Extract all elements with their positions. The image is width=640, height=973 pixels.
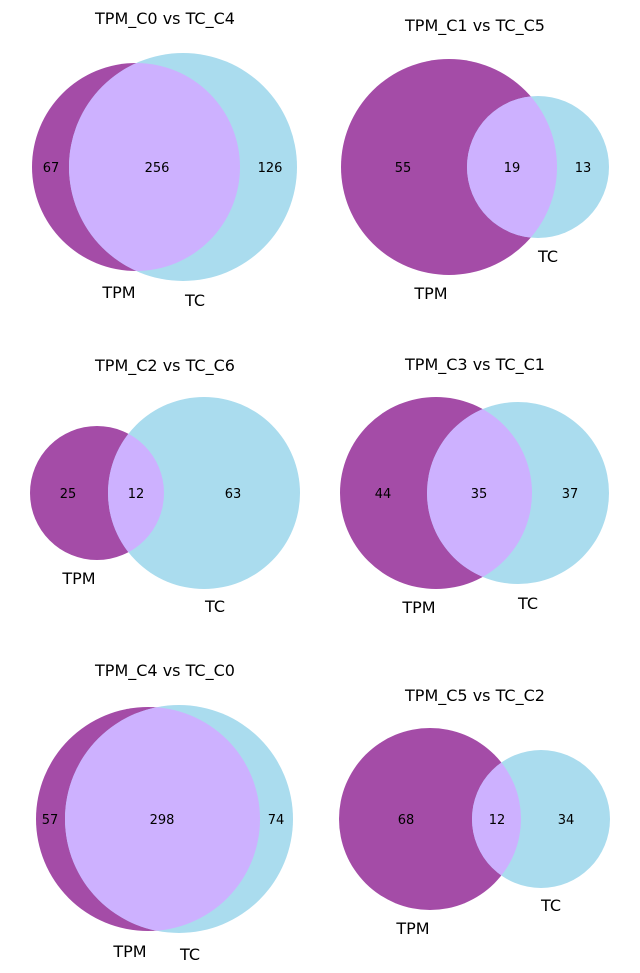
venn-count-both: 12: [489, 813, 506, 828]
venn-count-only-b: 13: [575, 161, 592, 176]
venn-panel-3: TPM_C2 vs TC_C6 25 12 63 TPM TC: [30, 356, 300, 616]
venn-panel-1: TPM_C0 vs TC_C4 67 256 126 TPM TC: [32, 9, 297, 310]
venn-set-a-label: TPM: [112, 942, 146, 961]
venn-panel-5: TPM_C4 vs TC_C0 57 298 74 TPM TC: [36, 661, 293, 964]
venn-title: TPM_C2 vs TC_C6: [94, 356, 235, 376]
venn-title: TPM_C3 vs TC_C1: [404, 355, 545, 375]
venn-count-only-a: 68: [398, 813, 415, 828]
venn-overlap-region: [472, 750, 521, 888]
venn-count-only-a: 25: [60, 487, 77, 502]
venn-set-b-circle: [108, 397, 300, 589]
venn-count-only-a: 55: [395, 161, 412, 176]
venn-title: TPM_C0 vs TC_C4: [94, 9, 235, 29]
venn-set-a-label: TPM: [401, 598, 435, 617]
venn-set-a-circle: [339, 728, 521, 910]
venn-set-b-label: TC: [517, 594, 538, 613]
venn-count-only-b: 34: [558, 813, 575, 828]
venn-set-b-label: TC: [537, 247, 558, 266]
venn-title: TPM_C1 vs TC_C5: [404, 16, 545, 36]
venn-set-b-label: TC: [184, 291, 205, 310]
venn-set-b-label: TC: [540, 896, 561, 915]
venn-set-a-label: TPM: [101, 283, 135, 302]
venn-set-b-label: TC: [179, 945, 200, 964]
venn-panel-4: TPM_C3 vs TC_C1 44 35 37 TPM TC: [340, 355, 609, 617]
venn-panel-6: TPM_C5 vs TC_C2 68 12 34 TPM TC: [339, 686, 610, 938]
venn-count-only-b: 63: [225, 487, 242, 502]
venn-count-only-b: 74: [268, 813, 285, 828]
venn-title: TPM_C5 vs TC_C2: [404, 686, 545, 706]
venn-count-only-a: 67: [43, 161, 60, 176]
venn-count-only-a: 44: [375, 487, 392, 502]
venn-count-only-b: 126: [258, 161, 283, 176]
venn-count-both: 256: [145, 161, 170, 176]
venn-overlap-region: [467, 96, 557, 238]
venn-overlap-region: [65, 707, 260, 931]
venn-set-a-label: TPM: [61, 569, 95, 588]
venn-count-both: 35: [471, 487, 488, 502]
venn-set-a-label: TPM: [395, 919, 429, 938]
venn-count-both: 19: [504, 161, 521, 176]
venn-title: TPM_C4 vs TC_C0: [94, 661, 235, 681]
venn-count-only-b: 37: [562, 487, 579, 502]
venn-count-only-a: 57: [42, 813, 59, 828]
venn-overlap-region: [69, 63, 240, 271]
venn-count-both: 12: [128, 487, 145, 502]
venn-panel-2: TPM_C1 vs TC_C5 55 19 13 TPM TC: [341, 16, 609, 303]
venn-set-b-label: TC: [204, 597, 225, 616]
venn-overlap-region: [427, 402, 532, 584]
venn-set-a-label: TPM: [413, 284, 447, 303]
venn-count-both: 298: [150, 813, 175, 828]
